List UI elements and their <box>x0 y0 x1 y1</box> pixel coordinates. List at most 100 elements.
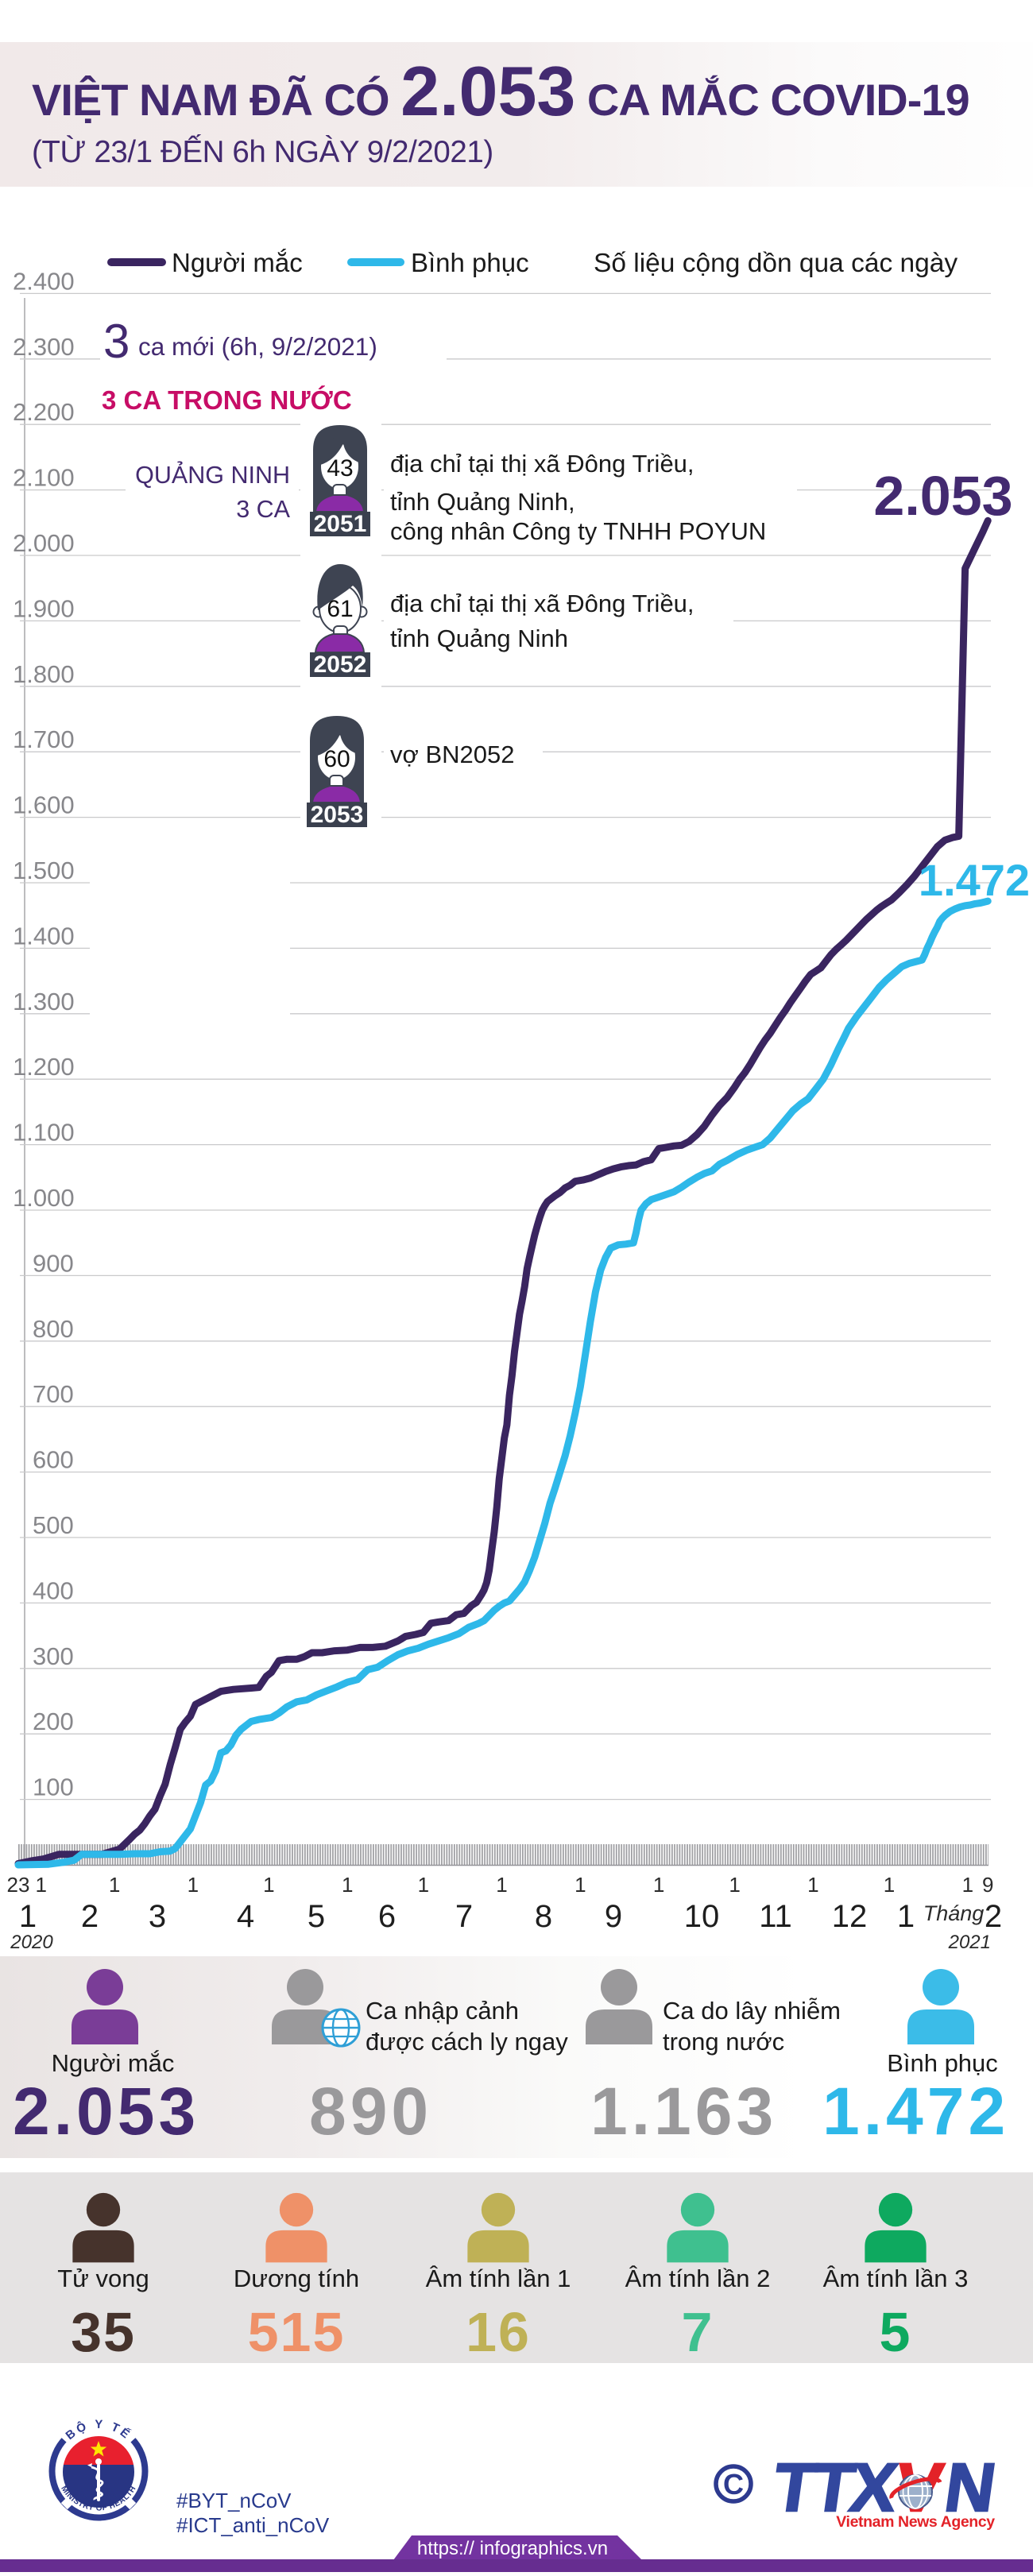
svg-text:600: 600 <box>33 1446 74 1474</box>
svg-text:C: C <box>723 2468 744 2501</box>
svg-text:2.053: 2.053 <box>873 465 1012 527</box>
svg-text:2.400: 2.400 <box>13 267 75 295</box>
svg-text:1: 1 <box>496 1873 507 1897</box>
svg-text:1: 1 <box>897 1899 915 1934</box>
svg-text:12: 12 <box>832 1899 868 1934</box>
svg-text:1: 1 <box>653 1873 664 1897</box>
svg-text:1.000: 1.000 <box>13 1184 75 1212</box>
svg-text:Âm tính lần 1: Âm tính lần 1 <box>426 2265 571 2292</box>
svg-text:1: 1 <box>575 1873 586 1897</box>
svg-text:100: 100 <box>33 1773 74 1801</box>
svg-text:9: 9 <box>605 1899 622 1934</box>
svg-text:địa chỉ tại thị xã Đông Triều,: địa chỉ tại thị xã Đông Triều, <box>390 450 694 478</box>
svg-text:6: 6 <box>378 1899 396 1934</box>
svg-text:2: 2 <box>81 1899 99 1934</box>
svg-text:60: 60 <box>323 746 350 772</box>
svg-text:3: 3 <box>103 315 130 368</box>
svg-text:Người mắc: Người mắc <box>172 248 303 277</box>
svg-text:3 CA: 3 CA <box>236 496 290 523</box>
svg-text:vợ BN2052: vợ BN2052 <box>390 741 514 768</box>
svg-text:QUẢNG NINH: QUẢNG NINH <box>135 460 290 489</box>
svg-text:TTX: TTX <box>768 2450 901 2526</box>
svg-text:61: 61 <box>327 596 353 622</box>
svg-text:1.472: 1.472 <box>822 2074 1009 2149</box>
svg-text:400: 400 <box>33 1576 74 1604</box>
svg-text:1: 1 <box>729 1873 740 1897</box>
svg-text:500: 500 <box>33 1511 74 1539</box>
svg-text:Người mắc: Người mắc <box>52 2049 175 2077</box>
svg-text:1: 1 <box>35 1873 46 1897</box>
svg-text:Tháng: Tháng <box>923 1901 985 1925</box>
svg-text:2053: 2053 <box>311 802 364 828</box>
svg-text:Số liệu cộng dồn qua các ngày: Số liệu cộng dồn qua các ngày <box>594 249 958 278</box>
svg-text:43: 43 <box>327 455 353 482</box>
svg-text:1.800: 1.800 <box>13 660 75 688</box>
svg-text:1.300: 1.300 <box>13 988 75 1015</box>
svg-text:200: 200 <box>33 1708 74 1735</box>
svg-text:1: 1 <box>962 1873 973 1897</box>
svg-text:Tử vong: Tử vong <box>57 2265 149 2292</box>
svg-text:900: 900 <box>33 1249 74 1277</box>
svg-text:công nhân Công ty TNHH POYUN: công nhân Công ty TNHH POYUN <box>390 517 766 545</box>
svg-text:Vietnam News Agency: Vietnam News Agency <box>836 2513 995 2531</box>
svg-text:1.200: 1.200 <box>13 1053 75 1081</box>
svg-text:2.100: 2.100 <box>13 464 75 492</box>
svg-text:1: 1 <box>418 1873 429 1897</box>
svg-text:700: 700 <box>33 1380 74 1408</box>
svg-text:1: 1 <box>807 1873 818 1897</box>
svg-text:3 CA TRONG NƯỚC: 3 CA TRONG NƯỚC <box>102 385 352 415</box>
svg-text:300: 300 <box>33 1642 74 1670</box>
svg-text:1.400: 1.400 <box>13 922 75 950</box>
svg-text:4: 4 <box>237 1899 254 1934</box>
svg-text:Ca do lây nhiễm: Ca do lây nhiễm <box>663 1997 841 2025</box>
svg-text:Bình phục: Bình phục <box>411 248 529 277</box>
svg-text:1.500: 1.500 <box>13 857 75 884</box>
svg-text:11: 11 <box>759 1899 792 1934</box>
svg-text:2: 2 <box>985 1899 1002 1934</box>
svg-text:Ca nhập cảnh: Ca nhập cảnh <box>366 1997 519 2025</box>
svg-text:#BYT_nCoV: #BYT_nCoV <box>176 2489 292 2512</box>
svg-text:tỉnh Quảng Ninh: tỉnh Quảng Ninh <box>390 625 568 652</box>
svg-text:địa chỉ tại thị xã Đông Triều,: địa chỉ tại thị xã Đông Triều, <box>390 590 694 617</box>
svg-text:tỉnh Quảng Ninh,: tỉnh Quảng Ninh, <box>390 488 575 516</box>
svg-text:https:// infographics.vn: https:// infographics.vn <box>417 2538 608 2559</box>
svg-text:Bình phục: Bình phục <box>887 2049 998 2077</box>
svg-text:1: 1 <box>342 1873 353 1897</box>
svg-text:2052: 2052 <box>314 652 367 678</box>
svg-text:ca mới (6h, 9/2/2021): ca mới (6h, 9/2/2021) <box>138 332 377 361</box>
svg-text:1: 1 <box>884 1873 895 1897</box>
svg-text:(TỪ 23/1 ĐẾN 6h NGÀY 9/2/2021): (TỪ 23/1 ĐẾN 6h NGÀY 9/2/2021) <box>32 134 493 169</box>
svg-text:515: 515 <box>248 2301 346 2363</box>
svg-text:7: 7 <box>682 2301 714 2363</box>
svg-text:8: 8 <box>535 1899 552 1934</box>
svg-text:1: 1 <box>19 1899 37 1934</box>
svg-text:23: 23 <box>7 1873 30 1897</box>
svg-text:2.000: 2.000 <box>13 529 75 557</box>
svg-text:3: 3 <box>149 1899 166 1934</box>
svg-text:10: 10 <box>684 1899 720 1934</box>
svg-text:1: 1 <box>109 1873 120 1897</box>
svg-text:2.053: 2.053 <box>13 2074 199 2149</box>
svg-text:1: 1 <box>263 1873 274 1897</box>
svg-text:#ICT_anti_nCoV: #ICT_anti_nCoV <box>176 2513 330 2537</box>
svg-text:800: 800 <box>33 1315 74 1343</box>
svg-text:Âm tính lần 2: Âm tính lần 2 <box>625 2265 771 2292</box>
svg-text:2020: 2020 <box>10 1932 53 1953</box>
svg-text:1.700: 1.700 <box>13 725 75 753</box>
svg-text:VIỆT NAM ĐÃ CÓ 2.053 CA MẮC CO: VIỆT NAM ĐÃ CÓ 2.053 CA MẮC COVID-19 <box>32 52 969 130</box>
svg-text:16: 16 <box>466 2301 531 2363</box>
svg-text:2.300: 2.300 <box>13 333 75 361</box>
svg-text:1: 1 <box>188 1873 199 1897</box>
svg-text:Dương tính: Dương tính <box>234 2265 359 2292</box>
svg-text:7: 7 <box>455 1899 473 1934</box>
svg-text:9: 9 <box>982 1873 993 1897</box>
svg-text:1.100: 1.100 <box>13 1119 75 1147</box>
svg-text:35: 35 <box>71 2301 136 2363</box>
svg-text:5: 5 <box>308 1899 325 1934</box>
svg-text:2051: 2051 <box>314 511 367 537</box>
svg-text:2021: 2021 <box>948 1932 991 1953</box>
svg-text:890: 890 <box>309 2074 432 2149</box>
svg-text:2.200: 2.200 <box>13 398 75 426</box>
svg-text:Âm tính lần 3: Âm tính lần 3 <box>823 2265 969 2292</box>
svg-text:trong nước: trong nước <box>663 2028 784 2056</box>
